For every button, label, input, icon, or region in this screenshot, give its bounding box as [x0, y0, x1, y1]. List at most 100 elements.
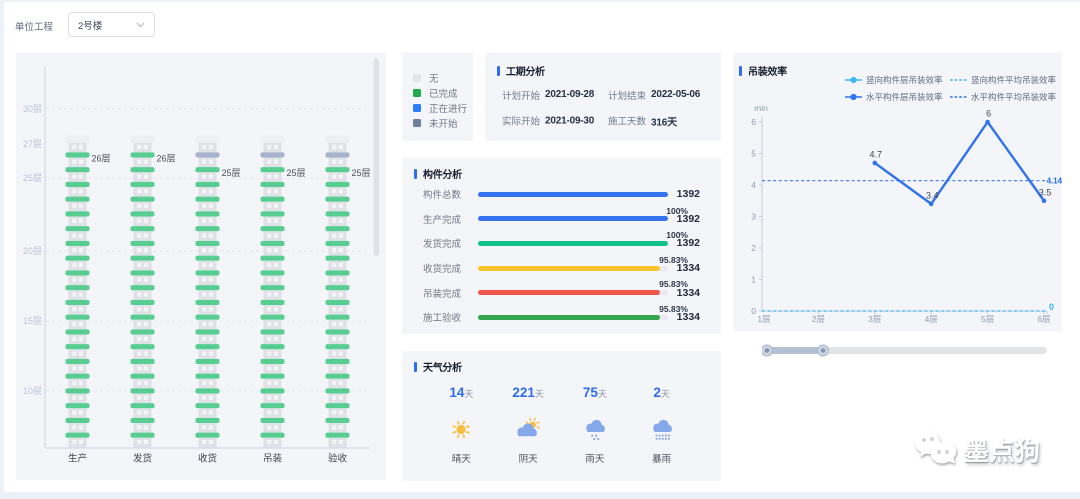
weather-panel-title-text: 天气分析: [423, 363, 462, 374]
building-floor-block: [263, 246, 282, 256]
chart-scrollbar-thumb[interactable]: [373, 58, 380, 256]
x-axis-category-label: 生产: [68, 453, 87, 465]
building-window: [338, 159, 343, 164]
building-floor-slab: [260, 211, 285, 217]
unit-project-select[interactable]: 2号楼: [68, 12, 155, 37]
building-window: [338, 262, 343, 268]
building-window: [338, 307, 343, 312]
building-window: [273, 159, 278, 164]
current-floor-label: 26层: [92, 153, 111, 163]
building-floor-slab: [195, 432, 220, 438]
building-window: [143, 366, 148, 371]
building-floor-block: [133, 305, 152, 315]
weather-count-number: 75: [582, 385, 598, 400]
building-window: [202, 174, 207, 179]
building-floor-block: [68, 393, 87, 404]
unit-project-label: 单位工程: [15, 22, 54, 33]
building-floor-slab: [260, 344, 285, 350]
component-bar-fill: [478, 191, 668, 197]
building-window: [143, 203, 148, 209]
status-legend-swatch: [413, 73, 421, 82]
building-floor-slab: [65, 417, 90, 424]
component-row-value: 1392: [676, 188, 700, 201]
building-window: [267, 321, 272, 327]
building-window: [332, 233, 337, 238]
hoist-legend-item[interactable]: 水平构件层吊装效率: [845, 91, 943, 103]
series-point-label: 0: [1049, 302, 1054, 312]
building-floor-slab: [195, 358, 220, 365]
building-window: [143, 336, 148, 341]
building-window: [137, 262, 142, 268]
building-floor-slab: [65, 314, 90, 320]
building-floor-slab: [325, 403, 350, 409]
building-floor-block: [198, 216, 217, 227]
building-window: [338, 336, 343, 341]
building-window: [332, 144, 337, 150]
building-window: [137, 144, 142, 150]
y-axis-tick-label: 15层: [23, 316, 42, 326]
building-floor-block: [68, 408, 87, 418]
slider-handle[interactable]: [817, 344, 829, 357]
building-floor-slab: [65, 299, 90, 306]
component-row-percent: 95.83%: [659, 254, 688, 265]
building-window: [72, 336, 77, 341]
building-window: [202, 203, 207, 209]
hoist-legend-item[interactable]: 竖向构件层吊装效率: [845, 74, 943, 86]
building-floor-block: [68, 275, 87, 286]
building-floor-block: [133, 172, 152, 182]
building-window: [273, 277, 278, 282]
building-floor-block: [198, 157, 217, 168]
building-floor-slab: [195, 167, 220, 173]
building-floor-slab: [130, 388, 155, 394]
component-bar-fill: [478, 265, 661, 271]
building-window: [137, 292, 142, 297]
building-window: [273, 233, 278, 238]
building-window: [338, 189, 343, 194]
storm-icon: [652, 419, 672, 440]
building-floor-block: [198, 246, 217, 256]
current-floor-label: 26层: [157, 153, 176, 163]
building-floor-slab: [195, 181, 220, 188]
building-window: [72, 380, 77, 386]
slider-handle[interactable]: [762, 344, 773, 357]
building-floor-block: [133, 201, 152, 212]
component-row-percent: 100%: [666, 230, 688, 241]
building-window: [78, 159, 83, 164]
slider-track: [762, 347, 1047, 354]
building-floor-block: [133, 260, 152, 271]
building-floor-block: [198, 172, 217, 182]
component-bar-fill: [478, 314, 661, 320]
building-floor-block: [133, 423, 152, 433]
building-floor-block: [133, 290, 152, 300]
building-window: [267, 336, 272, 341]
component-row-label: 施工验收: [423, 313, 462, 325]
building-floor-slab: [260, 240, 285, 247]
hoist-legend-item[interactable]: 水平构件平均吊装效率: [950, 91, 1056, 103]
schedule-panel-title-text: 工期分析: [506, 67, 545, 78]
building-window: [332, 336, 337, 341]
building-window: [72, 144, 77, 150]
hoist-legend-label: 水平构件层吊装效率: [866, 92, 943, 102]
building-window: [208, 425, 213, 430]
building-floor-block: [198, 275, 217, 286]
building-window: [202, 218, 207, 223]
building-floor-slab: [130, 285, 155, 291]
building-window: [338, 277, 343, 282]
building-floor-slab: [195, 240, 220, 247]
hoist-legend-item[interactable]: 竖向构件平均吊装效率: [950, 74, 1056, 86]
building-floor-slab: [325, 255, 350, 261]
building-floor-block: [133, 334, 152, 345]
building-floor-block: [198, 423, 217, 433]
building-floor-slab: [325, 226, 350, 232]
building-window: [338, 248, 343, 253]
title-bar-accent: [414, 361, 417, 372]
building-window: [137, 189, 142, 194]
data-zoom-slider[interactable]: [762, 344, 1047, 357]
x-axis-category-label: 吊装: [263, 453, 283, 465]
status-legend-item: 已完成: [413, 85, 473, 100]
schedule-field-label: 施工天数: [608, 116, 647, 128]
component-row-label: 收货完成: [423, 264, 462, 276]
building-floor-block: [198, 334, 217, 345]
building-floor-slab: [130, 226, 155, 232]
series-point: [872, 160, 878, 166]
